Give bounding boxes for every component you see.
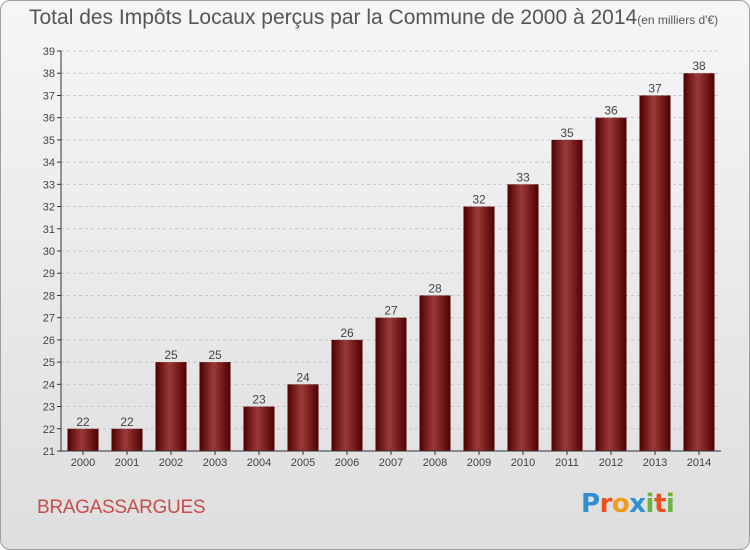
logo-letter: r	[599, 489, 613, 519]
x-tick-label: 2014	[687, 457, 711, 469]
bar-2001	[111, 428, 143, 451]
x-tick-label: 2012	[599, 457, 623, 469]
logo-letter: i	[665, 489, 675, 519]
bar-2011	[551, 139, 583, 451]
bar-value-label: 22	[76, 415, 90, 429]
y-tick-label: 21	[43, 446, 55, 458]
x-tick-label: 2011	[555, 457, 579, 469]
logo-letter: x	[629, 489, 646, 519]
y-tick-label: 22	[43, 424, 55, 436]
bar-2009	[463, 206, 495, 451]
y-tick-label: 25	[43, 357, 55, 369]
x-tick-label: 2000	[71, 457, 95, 469]
bar-value-label: 22	[120, 415, 134, 429]
bar-2002	[155, 362, 187, 451]
x-tick-label: 2006	[335, 457, 359, 469]
y-tick-label: 28	[43, 290, 55, 302]
bar-value-label: 24	[296, 370, 310, 384]
bar-value-label: 37	[648, 81, 662, 95]
bar-2000	[67, 428, 99, 451]
logo-letter: t	[653, 489, 666, 519]
x-tick-label: 2010	[511, 457, 535, 469]
x-tick-label: 2009	[467, 457, 491, 469]
bar-2004	[243, 406, 275, 451]
chart-title: Total des Impôts Locaux perçus par la Co…	[29, 6, 718, 30]
bar-2003	[199, 362, 231, 451]
commune-name: BRAGASSARGUES	[37, 497, 206, 518]
x-tick-label: 2001	[115, 457, 139, 469]
bar-value-label: 38	[692, 59, 706, 73]
bar-2007	[375, 317, 407, 451]
x-tick-label: 2002	[159, 457, 183, 469]
y-tick-label: 38	[43, 68, 55, 80]
y-tick-label: 36	[43, 113, 55, 125]
y-tick-label: 31	[43, 224, 55, 236]
y-tick-label: 39	[43, 46, 55, 58]
bar-2010	[507, 184, 539, 452]
bar-2008	[419, 295, 451, 451]
y-tick-label: 35	[43, 135, 55, 147]
x-tick-label: 2007	[379, 457, 403, 469]
x-tick-label: 2005	[291, 457, 315, 469]
bar-value-label: 35	[560, 126, 574, 140]
chart-title-text: Total des Impôts Locaux perçus par la Co…	[29, 6, 638, 29]
bar-2006	[331, 339, 363, 451]
chart-unit-note: (en milliers d'€)	[637, 13, 719, 27]
y-tick-label: 33	[43, 179, 55, 191]
logo-letter: o	[611, 489, 630, 519]
logo-letter: P	[581, 489, 600, 519]
bar-value-label: 23	[252, 393, 266, 407]
bar-value-label: 33	[516, 170, 530, 184]
bar-2013	[639, 95, 671, 451]
x-tick-label: 2004	[247, 457, 271, 469]
x-tick-label: 2003	[203, 457, 227, 469]
y-tick-label: 37	[43, 90, 55, 102]
bar-value-label: 25	[164, 348, 178, 362]
x-tick-label: 2008	[423, 457, 447, 469]
y-tick-label: 24	[43, 379, 55, 391]
bar-value-label: 36	[604, 104, 618, 118]
y-tick-label: 29	[43, 268, 55, 280]
y-tick-label: 27	[43, 313, 55, 325]
logo-letter: i	[645, 489, 655, 519]
bar-value-label: 26	[340, 326, 354, 340]
bar-value-label: 28	[428, 281, 442, 295]
bar-value-label: 27	[384, 304, 398, 318]
y-tick-label: 34	[43, 157, 55, 169]
proxiti-logo: Proxiti	[581, 489, 675, 519]
x-tick-label: 2013	[643, 457, 667, 469]
bar-2012	[595, 117, 627, 452]
y-tick-label: 26	[43, 335, 55, 347]
bar-value-label: 25	[208, 348, 222, 362]
bar-2005	[287, 384, 319, 451]
y-tick-label: 32	[43, 202, 55, 214]
bar-value-label: 32	[472, 193, 486, 207]
y-tick-label: 30	[43, 246, 55, 258]
y-tick-label: 23	[43, 402, 55, 414]
bar-2014	[683, 73, 715, 451]
